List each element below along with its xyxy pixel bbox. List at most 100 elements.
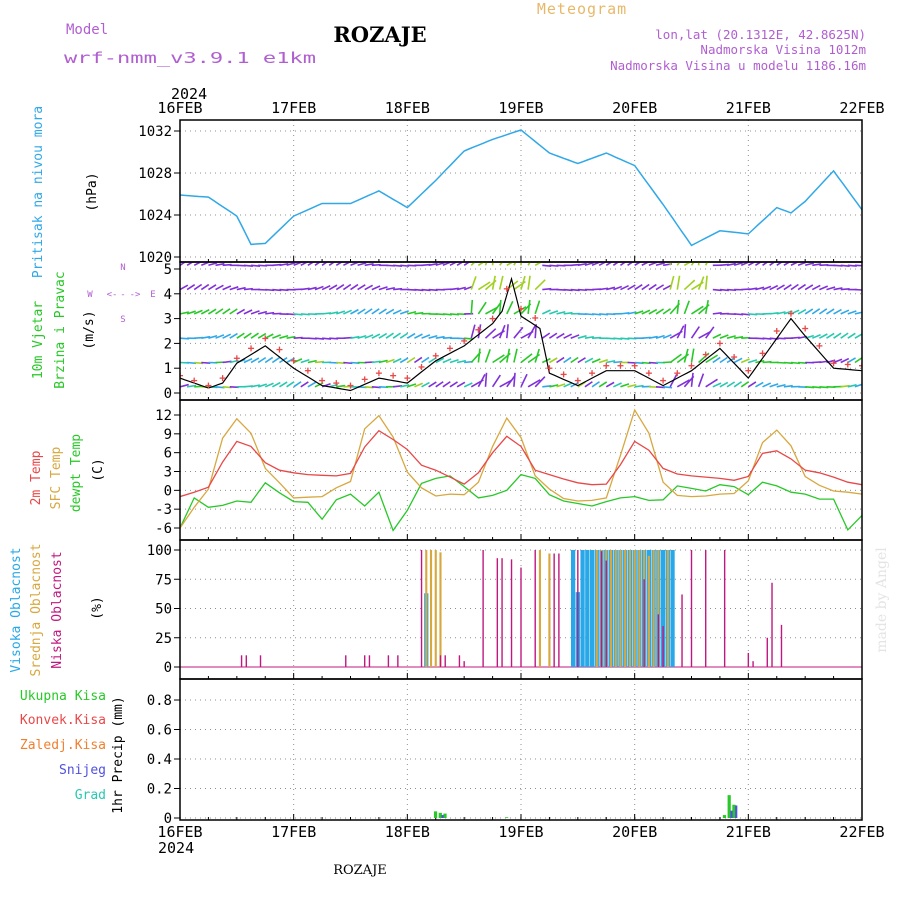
- temp-line-sfc: [180, 408, 862, 529]
- wind-arrow: [300, 358, 310, 364]
- y-axis-pressure: 1020 1024 1028 1032: [138, 124, 180, 266]
- wind-arrow: [180, 262, 187, 266]
- wind-arrow: [442, 381, 451, 388]
- wind-arrow: [762, 382, 772, 388]
- wind-arrow: [620, 284, 629, 291]
- wind-arrow: [491, 262, 494, 266]
- wind-arrow: [683, 348, 689, 363]
- x-label-top: 22FEB: [839, 99, 884, 117]
- wind-arrow: [392, 357, 402, 364]
- wind-arrow: [243, 287, 253, 291]
- wind-arrow: [491, 302, 502, 315]
- wind-arrow: [591, 381, 600, 388]
- y-tick-label: 3: [164, 465, 172, 481]
- cloud-bar-low: [240, 655, 243, 667]
- x-label-top: 20FEB: [612, 99, 657, 117]
- compass-w: W: [87, 290, 93, 300]
- wind-arrow: [605, 262, 614, 266]
- wind-arrow: [690, 348, 695, 363]
- y-axis-precip: 0 0.2 0.4 0.6 0.8: [147, 693, 180, 827]
- wind-arrow: [264, 356, 274, 364]
- wind-arrow: [755, 381, 764, 388]
- wind-arrow: [627, 284, 636, 291]
- wind-arrow: [406, 332, 416, 339]
- wind-arrow: [847, 357, 856, 364]
- wind-arrow: [705, 354, 719, 364]
- wind-arrow: [783, 262, 792, 266]
- wind-arrow: [279, 262, 289, 267]
- cloud-bar-low: [496, 558, 499, 667]
- wind-arrow: [548, 332, 558, 339]
- pressure-labels: Pritisak na nivou mora (hPa): [31, 106, 100, 278]
- wind-arrow: [329, 311, 339, 315]
- x-label-bottom: 19FEB: [498, 823, 543, 841]
- grid-temperature: [180, 400, 862, 540]
- wind-arrow: [627, 311, 637, 315]
- wind-arrow: [669, 262, 672, 266]
- cloud-bar-low: [662, 626, 664, 667]
- wind-arrow: [847, 384, 857, 388]
- wind-arrow: [819, 333, 828, 339]
- y-tick-label: 4: [164, 287, 172, 303]
- temp-ylabel-1: 2m Temp: [29, 450, 44, 505]
- wind-arrow: [527, 325, 536, 339]
- wind-arrow: [506, 348, 511, 363]
- y-tick-label: 1: [164, 361, 172, 377]
- wind-arrow: [180, 284, 189, 291]
- wind-arrow: [570, 334, 580, 339]
- wind-arrow: [215, 334, 225, 339]
- wind-arrow: [655, 262, 665, 267]
- wind-arrow: [400, 384, 410, 388]
- wind-arrow: [364, 308, 373, 315]
- cloud-bar-low: [681, 594, 683, 667]
- wind-arrow: [272, 334, 282, 339]
- wind-arrow: [762, 285, 772, 291]
- wind-arrow: [208, 262, 218, 267]
- wind-arrow: [591, 358, 601, 364]
- y-tick-label: 0: [164, 483, 172, 499]
- wind-arrow: [406, 356, 416, 364]
- elevation-text: Nadmorska Visina 1012m: [700, 42, 866, 57]
- wind-arrow: [712, 311, 722, 315]
- wind-arrow: [428, 334, 438, 339]
- wind-arrow: [222, 285, 232, 291]
- cloud-bar-low: [245, 655, 248, 667]
- product-title: Meteogram: [537, 0, 627, 18]
- wind-arrow: [236, 308, 246, 315]
- wind-compass: N <- - -> E W S: [87, 263, 155, 325]
- cloud-bar-mid: [538, 550, 542, 667]
- precip-legend-total: Ukupna Kisa: [20, 689, 106, 704]
- wind-arrow: [477, 301, 487, 315]
- wind-arrow: [328, 284, 338, 291]
- wind-arrow: [584, 357, 594, 364]
- wind-arrow: [577, 262, 587, 267]
- wind-arrow: [477, 324, 482, 339]
- wind-arrow: [477, 262, 486, 266]
- cloud-bar-mid: [666, 550, 669, 667]
- y-tick-label: 1032: [138, 124, 172, 140]
- precip-legend-hail: Grad: [75, 788, 106, 803]
- wind-arrow: [357, 334, 367, 339]
- y-tick-label: 25: [155, 631, 172, 647]
- wind-units: (m/s): [82, 310, 97, 349]
- wind-arrow: [606, 359, 616, 364]
- wind-arrow: [477, 348, 481, 363]
- x-label-bottom: 22FEB: [839, 823, 884, 841]
- cloud-units: (%): [90, 596, 105, 619]
- wind-arrow: [747, 381, 757, 388]
- wind-arrow: [755, 286, 765, 291]
- x-tick-labels-top: 16FEB 17FEB 18FEB 19FEB 20FEB 21FEB 22FEB: [157, 99, 884, 117]
- wind-arrow: [854, 288, 862, 291]
- cloud-bar-low: [771, 582, 773, 667]
- precip-bar-total: [722, 815, 727, 818]
- cloud-bar-low: [600, 551, 603, 667]
- cloud-bar-low: [368, 655, 371, 667]
- wind-arrow: [549, 357, 558, 364]
- wind-arrow: [769, 311, 779, 315]
- wind-arrow: [407, 383, 417, 388]
- temp-ylabel-2: SFC Temp: [49, 447, 64, 510]
- wind-arrow: [449, 359, 459, 364]
- wind-arrow: [335, 284, 345, 291]
- y-tick-label: 0: [164, 811, 172, 827]
- wind-arrow: [357, 308, 366, 315]
